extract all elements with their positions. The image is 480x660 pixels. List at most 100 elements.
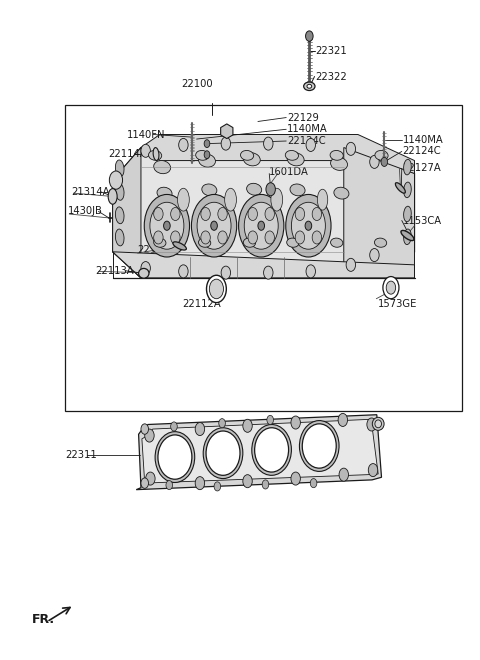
Ellipse shape: [302, 424, 336, 468]
Ellipse shape: [203, 428, 243, 478]
Text: 22125D: 22125D: [137, 246, 177, 255]
Circle shape: [248, 231, 257, 244]
Ellipse shape: [108, 189, 117, 204]
Circle shape: [306, 31, 313, 42]
Circle shape: [243, 475, 252, 488]
Circle shape: [141, 424, 148, 434]
Ellipse shape: [375, 420, 382, 428]
Polygon shape: [142, 419, 378, 483]
Polygon shape: [113, 148, 415, 278]
Circle shape: [291, 416, 300, 429]
Ellipse shape: [115, 207, 124, 224]
Circle shape: [204, 140, 210, 148]
Circle shape: [171, 422, 177, 431]
Circle shape: [141, 261, 150, 275]
Ellipse shape: [372, 417, 384, 430]
Ellipse shape: [202, 184, 217, 196]
Ellipse shape: [148, 150, 162, 160]
Circle shape: [179, 139, 188, 151]
Circle shape: [306, 139, 315, 151]
Circle shape: [179, 265, 188, 278]
Circle shape: [141, 145, 150, 157]
Ellipse shape: [199, 238, 211, 248]
Circle shape: [286, 195, 331, 257]
Polygon shape: [113, 252, 415, 278]
Circle shape: [221, 266, 230, 279]
Circle shape: [218, 231, 227, 244]
Circle shape: [154, 231, 163, 244]
Circle shape: [267, 415, 274, 424]
Circle shape: [295, 231, 305, 244]
Circle shape: [346, 143, 356, 155]
Circle shape: [265, 231, 275, 244]
Ellipse shape: [115, 183, 124, 200]
Circle shape: [383, 277, 399, 299]
Circle shape: [197, 202, 231, 249]
Ellipse shape: [154, 238, 166, 248]
Text: 1153CA: 1153CA: [403, 216, 442, 226]
Circle shape: [141, 478, 148, 488]
Circle shape: [265, 207, 275, 220]
Circle shape: [145, 472, 155, 485]
Ellipse shape: [307, 84, 312, 88]
Polygon shape: [136, 414, 382, 490]
Text: 22112A: 22112A: [182, 299, 221, 309]
Ellipse shape: [158, 435, 192, 479]
Ellipse shape: [404, 229, 411, 245]
Ellipse shape: [334, 187, 349, 199]
Circle shape: [211, 221, 217, 230]
Ellipse shape: [317, 189, 328, 210]
Ellipse shape: [331, 157, 348, 170]
Ellipse shape: [254, 428, 288, 472]
Ellipse shape: [115, 160, 124, 177]
Polygon shape: [113, 148, 141, 278]
Ellipse shape: [196, 150, 209, 160]
Circle shape: [386, 281, 396, 294]
Circle shape: [204, 150, 210, 158]
Ellipse shape: [243, 238, 255, 248]
Circle shape: [312, 231, 322, 244]
Circle shape: [368, 463, 378, 477]
Ellipse shape: [225, 188, 237, 211]
Circle shape: [370, 155, 379, 168]
Ellipse shape: [271, 188, 283, 211]
Text: 22311: 22311: [65, 450, 97, 460]
Circle shape: [312, 207, 322, 220]
Text: 1140MA: 1140MA: [403, 135, 444, 145]
Ellipse shape: [173, 242, 186, 250]
Circle shape: [243, 419, 252, 432]
Circle shape: [305, 221, 312, 230]
Ellipse shape: [404, 159, 411, 175]
Circle shape: [166, 480, 172, 490]
Text: 22114A: 22114A: [108, 149, 146, 159]
Ellipse shape: [155, 432, 195, 482]
Circle shape: [145, 429, 154, 442]
Ellipse shape: [178, 188, 189, 211]
Polygon shape: [344, 148, 415, 278]
Circle shape: [144, 195, 190, 257]
Ellipse shape: [285, 150, 299, 160]
Circle shape: [150, 202, 184, 249]
Text: 22113A: 22113A: [95, 266, 134, 276]
Ellipse shape: [157, 187, 172, 199]
Circle shape: [264, 137, 273, 150]
Polygon shape: [221, 124, 233, 139]
Text: FR.: FR.: [32, 614, 55, 626]
Text: 22124C: 22124C: [287, 136, 326, 146]
Ellipse shape: [396, 183, 405, 193]
Circle shape: [367, 418, 376, 431]
Ellipse shape: [287, 238, 299, 248]
Circle shape: [370, 249, 379, 261]
Circle shape: [338, 413, 348, 426]
Ellipse shape: [243, 152, 260, 166]
Text: 21314A: 21314A: [72, 187, 110, 197]
Circle shape: [291, 202, 325, 249]
Ellipse shape: [404, 206, 411, 222]
Text: 1601DA: 1601DA: [269, 167, 309, 178]
Circle shape: [201, 231, 210, 244]
Ellipse shape: [401, 230, 414, 241]
Circle shape: [109, 171, 122, 189]
Polygon shape: [141, 135, 415, 174]
Circle shape: [195, 422, 204, 436]
Ellipse shape: [115, 229, 124, 246]
